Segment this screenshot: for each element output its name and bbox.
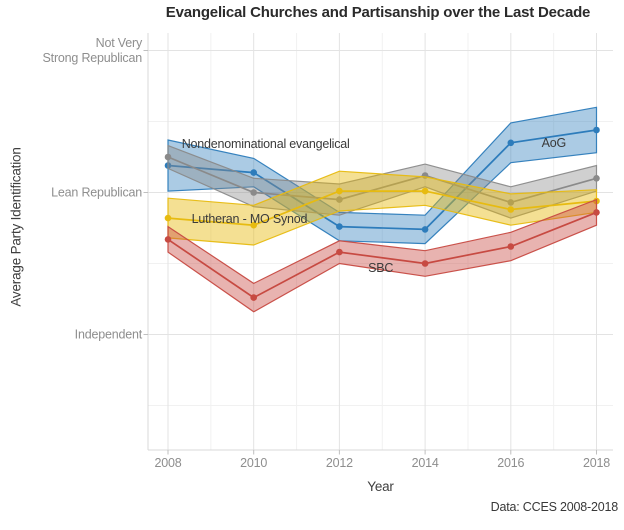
ci-ribbon-sbc — [167, 198, 598, 313]
y-axis-title: Average Party Identification — [8, 147, 24, 307]
data-point-nondenominational-evangelical — [164, 153, 172, 161]
series-label-nondenominational: Nondenominational evangelical — [181, 137, 350, 152]
series-line-sbc — [167, 211, 597, 299]
data-point-aog — [336, 223, 343, 230]
data-point-nondenominational-evangelical — [593, 175, 600, 182]
data-point-sbc — [593, 209, 600, 216]
x-tick-label: 2010 — [240, 456, 268, 470]
data-point-lutheran-mo-synod — [336, 187, 343, 195]
data-point-sbc — [336, 248, 343, 256]
x-tick-label: 2018 — [582, 456, 610, 470]
data-point-nondenominational-evangelical — [250, 189, 257, 196]
data-point-aog — [421, 226, 429, 233]
data-point-nondenominational-evangelical — [336, 196, 343, 203]
data-point-aog — [507, 139, 515, 147]
data-point-lutheran-mo-synod — [421, 187, 429, 195]
y-tick-label: Not Very Strong Republican — [42, 35, 143, 65]
data-point-sbc — [421, 260, 429, 267]
series-label-aog: AoG — [541, 135, 567, 150]
x-axis-title: Year — [367, 479, 394, 494]
data-point-lutheran-mo-synod — [250, 221, 257, 229]
series-line-nondenominational-evangelical — [167, 156, 597, 204]
y-tick-label: Lean Republican — [51, 185, 142, 199]
data-point-sbc — [164, 236, 172, 243]
chart-title: Evangelical Churches and Partisanship ov… — [165, 4, 591, 21]
x-tick-label: 2008 — [154, 456, 182, 470]
series-line-aog — [167, 129, 597, 231]
series-line-lutheran-mo-synod — [167, 190, 597, 227]
y-tick-label: Independent — [74, 327, 143, 341]
series-label-lutheran: Lutheran - MO Synod — [191, 212, 308, 227]
x-tick-label: 2016 — [497, 456, 525, 470]
data-source-caption: Data: CCES 2008-2018 — [490, 500, 619, 514]
data-point-aog — [250, 169, 257, 176]
data-point-sbc — [250, 294, 257, 301]
x-tick-label: 2014 — [411, 456, 439, 470]
data-point-aog — [593, 126, 600, 134]
series-label-sbc: SBC — [368, 260, 394, 275]
x-tick-label: 2012 — [325, 456, 353, 470]
data-point-lutheran-mo-synod — [507, 206, 515, 213]
data-point-nondenominational-evangelical — [507, 199, 515, 206]
data-point-sbc — [507, 243, 515, 250]
data-point-lutheran-mo-synod — [164, 214, 172, 222]
